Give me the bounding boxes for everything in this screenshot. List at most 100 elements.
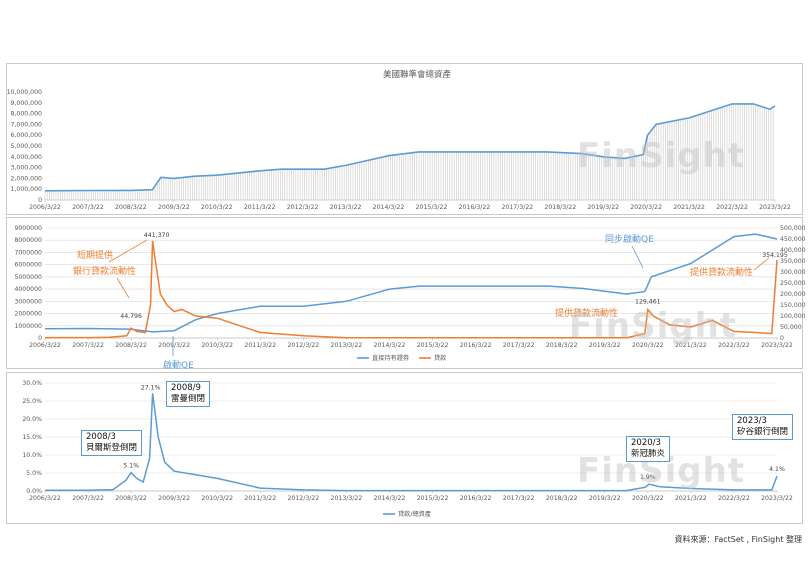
x-tick-label: 2017/3/22	[503, 495, 535, 502]
total-assets-panel: 美國聯準會總資產 0 1,000,000 2,000,000 3,000,000 4,0…	[6, 63, 803, 215]
data-label: 44,796	[120, 313, 142, 320]
x-tick-label: 2014/3/22	[374, 495, 406, 502]
securities-line	[44, 233, 778, 333]
x-tick-label: 2012/3/22	[287, 495, 319, 502]
y-tick-label: 10.0%	[22, 452, 42, 459]
x-tick-label: 2019/3/22	[587, 204, 619, 211]
annotation-arrow	[108, 239, 148, 263]
y2-tick-label: 300,000	[780, 269, 806, 276]
y-tick-label: 20.0%	[22, 416, 42, 423]
x-tick-label: 2010/3/22	[201, 495, 233, 502]
y-tick-label: 6000000	[14, 262, 42, 269]
x-tick-label: 2010/3/22	[201, 342, 233, 349]
event-date: 2023/3	[737, 416, 767, 426]
x-tick-label: 2016/3/22	[460, 342, 492, 349]
annotation-arrow	[631, 245, 644, 269]
annotation-liquidity-2023: 提供貸款流動性	[690, 266, 753, 278]
x-tick-label: 2023/3/22	[759, 204, 791, 211]
event-text: 雷曼倒閉	[171, 394, 206, 404]
y2-tick-label: 500,000	[780, 225, 806, 232]
y-tick-label: 2,000,000	[11, 175, 43, 182]
y2-tick-label: 0	[780, 335, 784, 342]
y-tick-label: 15.0%	[22, 434, 42, 441]
event-box-svb: 2023/3 矽谷銀行倒閉	[732, 414, 794, 440]
annotation-start-qe: 啟動QE	[163, 359, 194, 371]
event-date: 2020/3	[631, 438, 661, 448]
y-tick-label: 2000000	[14, 311, 42, 318]
event-box-lehman: 2008/9 雷曼倒閉	[166, 381, 211, 407]
x-tick-label: 2011/3/22	[244, 495, 276, 502]
y-tick-label: 8,000,000	[11, 111, 43, 118]
annotation-arrow	[116, 277, 130, 299]
y-tick-label: 4000000	[14, 286, 42, 293]
x-tick-label: 2007/3/22	[72, 342, 104, 349]
loans-line	[45, 240, 778, 339]
y-tick-label: 5000000	[14, 274, 42, 281]
x-tick-label: 2006/3/22	[29, 495, 61, 502]
x-tick-label: 2009/3/22	[158, 495, 190, 502]
y2-tick-label: 50,000	[780, 324, 802, 331]
x-tick-label: 2021/3/22	[675, 495, 707, 502]
y2-tick-label: 150,000	[780, 302, 806, 309]
loan-ratio-panel: 0.0% 5.0% 10.0% 15.0% 20.0% 25.0% 30.0% 2006/3/…	[6, 372, 803, 524]
x-tick-label: 2008/3/22	[115, 204, 147, 211]
legend-label: 貸款	[434, 354, 446, 362]
x-tick-label: 2019/3/22	[589, 342, 621, 349]
x-tick-label: 2019/3/22	[589, 495, 621, 502]
x-tick-label: 2009/3/22	[158, 342, 190, 349]
area-hatch	[44, 103, 774, 200]
x-tick-label: 2009/3/22	[158, 204, 190, 211]
y-tick-label: 5.0%	[26, 470, 42, 477]
watermark: FinSight	[577, 136, 746, 176]
annotation-short-term: 短期提供	[77, 249, 113, 261]
total-assets-chart: 美國聯準會總資產 0 1,000,000 2,000,000 3,000,000 4,0…	[7, 69, 791, 211]
loan-ratio-line	[45, 393, 778, 492]
y2-tick-label: 400,000	[780, 247, 806, 254]
x-tick-label: 2010/3/22	[201, 204, 233, 211]
event-text: 貝爾斯登倒閉	[86, 443, 138, 453]
x-tick-label: 2015/3/22	[417, 495, 449, 502]
annotation-arrow	[753, 257, 770, 271]
x-tick-label: 2017/3/22	[503, 342, 535, 349]
x-tick-label: 2021/3/22	[675, 342, 707, 349]
securities-loans-panel: 0 1000000 2000000 3000000 4000000 5000000 6000…	[6, 217, 806, 371]
data-label: 441,370	[144, 232, 170, 239]
x-tick-label: 2008/3/22	[115, 495, 147, 502]
data-label: 4.1%	[769, 466, 785, 473]
y-tick-label: 7,000,000	[11, 121, 43, 128]
x-tick-label: 2020/3/22	[630, 204, 662, 211]
total-assets-line	[44, 103, 776, 192]
event-box-bear-stearns: 2008/3 貝爾斯登倒閉	[81, 430, 143, 456]
x-tick-label: 2007/3/22	[72, 495, 104, 502]
watermark: FinSight	[569, 306, 738, 346]
y-tick-label: 0	[38, 335, 42, 342]
y2-tick-label: 100,000	[780, 313, 806, 320]
event-box-covid: 2020/3 新冠肺炎	[626, 436, 671, 462]
x-tick-label: 2015/3/22	[416, 204, 448, 211]
y-tick-label: 25.0%	[22, 398, 42, 405]
x-tick-label: 2017/3/22	[501, 204, 533, 211]
x-tick-label: 2018/3/22	[544, 204, 576, 211]
data-label: 5.1%	[123, 463, 139, 470]
y-tick-label: 1000000	[14, 323, 42, 330]
x-tick-label: 2014/3/22	[373, 204, 405, 211]
x-tick-label: 2016/3/22	[460, 495, 492, 502]
x-tick-label: 2012/3/22	[287, 342, 319, 349]
y-tick-label: 1,000,000	[11, 186, 43, 193]
x-tick-label: 2008/3/22	[115, 342, 147, 349]
x-tick-label: 2021/3/22	[673, 204, 705, 211]
y-tick-label: 6,000,000	[11, 132, 43, 139]
x-tick-label: 2022/3/22	[716, 204, 748, 211]
x-tick-label: 2011/3/22	[244, 342, 276, 349]
y2-tick-label: 350,000	[780, 258, 806, 265]
y-tick-label: 10,000,000	[7, 89, 42, 96]
x-tick-label: 2016/3/22	[459, 204, 491, 211]
x-tick-label: 2020/3/22	[632, 342, 664, 349]
y-tick-label: 9000000	[14, 225, 42, 232]
x-tick-label: 2023/3/22	[761, 342, 793, 349]
x-tick-label: 2013/3/22	[330, 204, 362, 211]
y-tick-label: 0	[38, 197, 42, 204]
x-tick-label: 2013/3/22	[331, 495, 363, 502]
y-tick-label: 9,000,000	[11, 100, 43, 107]
legend-label: 直接持有證券	[372, 354, 410, 362]
